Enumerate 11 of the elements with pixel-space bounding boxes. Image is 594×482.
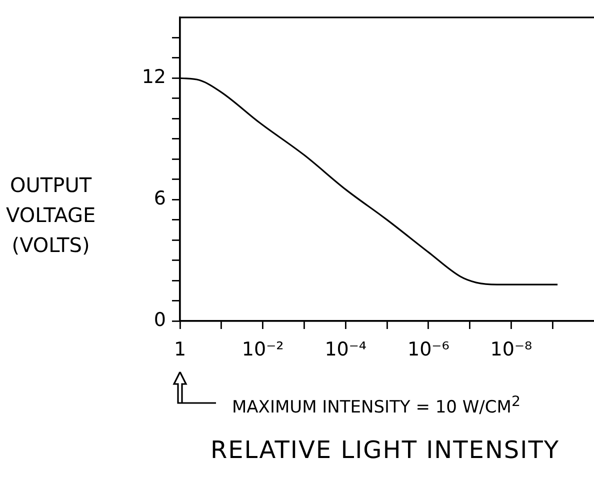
y-axis-title: OUTPUT VOLTAGE (VOLTS)	[6, 172, 96, 259]
x-tick-label: 10⁻²	[242, 338, 284, 360]
x-tick-label: 10⁻⁶	[407, 338, 450, 360]
y-tick-label: 6	[154, 187, 166, 210]
x-tick-label: 1	[174, 338, 186, 360]
y-tick-label: 0	[154, 308, 166, 331]
x-axis-title: RELATIVE LIGHT INTENSITY	[209, 436, 561, 464]
x-tick-label: 10⁻⁴	[324, 338, 367, 360]
y-tick-label: 12	[142, 66, 166, 88]
text: MAXIMUM INTENSITY = 10 W/CM$^{2}$	[232, 394, 520, 418]
x-tick-label: 10⁻⁸	[490, 338, 532, 360]
